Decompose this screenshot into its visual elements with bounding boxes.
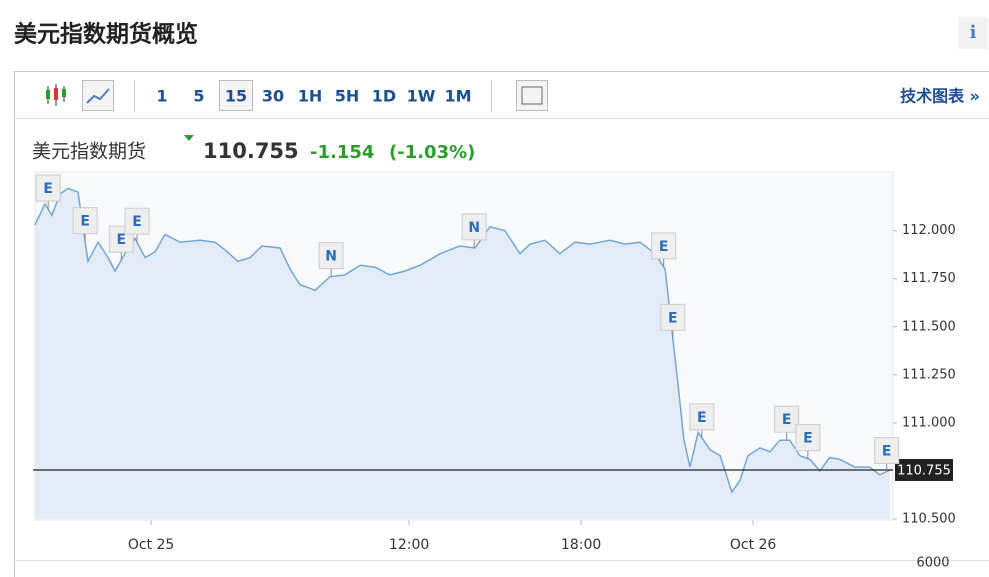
- price: 110.755: [203, 139, 299, 163]
- event-label: E: [782, 412, 792, 428]
- y-tick-label: 112.000: [902, 223, 956, 238]
- interval-button[interactable]: 1: [156, 87, 167, 106]
- interval-button[interactable]: 1D: [372, 87, 396, 106]
- event-label: E: [803, 431, 813, 447]
- candle-icon[interactable]: [46, 84, 66, 106]
- event-label: E: [132, 214, 142, 230]
- interval-button[interactable]: 15: [225, 87, 247, 106]
- info-button[interactable]: [958, 17, 988, 49]
- event-flag[interactable]: [689, 403, 715, 431]
- event-label: N: [468, 220, 480, 236]
- event-flag[interactable]: [795, 424, 821, 452]
- down-arrow: [184, 135, 194, 141]
- interval-button[interactable]: 1H: [298, 87, 323, 106]
- event-label: N: [325, 249, 337, 265]
- volume-tick-label: 6000: [916, 556, 949, 571]
- y-tick-label: 110.500: [902, 512, 956, 527]
- page-title: 美元指数期货概览: [14, 21, 198, 48]
- tech-chart-link[interactable]: 技术图表 »: [900, 87, 980, 106]
- event-flag[interactable]: [651, 232, 677, 260]
- event-label: E: [116, 232, 126, 248]
- change-pct: (-1.03%): [389, 142, 475, 163]
- event-flag[interactable]: [774, 405, 800, 433]
- event-label: E: [80, 214, 90, 230]
- line-icon[interactable]: [82, 80, 114, 111]
- interval-button[interactable]: 5: [193, 87, 204, 106]
- area-fill: [35, 188, 890, 519]
- x-tick-label: Oct 25: [128, 537, 174, 553]
- last-price-label: 110.755: [897, 463, 951, 478]
- interval-button[interactable]: 30: [262, 87, 284, 106]
- y-tick-label: 111.750: [902, 271, 956, 286]
- event-label: E: [882, 443, 892, 459]
- event-flag[interactable]: [318, 242, 344, 270]
- interval-button[interactable]: 1M: [444, 87, 471, 106]
- y-tick-label: 111.000: [902, 415, 956, 430]
- info-icon[interactable]: i: [970, 22, 977, 43]
- event-flag[interactable]: [124, 207, 150, 235]
- layout-icon-glyph: [521, 86, 543, 105]
- event-label: E: [668, 310, 678, 326]
- change: -1.154: [310, 142, 374, 163]
- event-flag[interactable]: [461, 213, 487, 241]
- event-flag[interactable]: [660, 303, 686, 331]
- active-interval: [219, 80, 253, 111]
- y-tick-label: 111.250: [902, 367, 956, 382]
- line-icon-glyph: [86, 88, 110, 104]
- event-flag[interactable]: [72, 207, 98, 235]
- interval-button[interactable]: 1W: [407, 87, 436, 106]
- instrument-name: 美元指数期货: [32, 141, 146, 163]
- layout-icon[interactable]: [516, 80, 548, 111]
- x-tick-label: 18:00: [561, 537, 601, 553]
- event-flag[interactable]: [108, 225, 134, 253]
- last-price-box: [895, 458, 953, 481]
- event-flag[interactable]: [874, 436, 900, 464]
- y-tick-label: 111.500: [902, 319, 956, 334]
- panel: [14, 71, 989, 577]
- interval-button[interactable]: 5H: [335, 87, 360, 106]
- event-flag[interactable]: [35, 174, 61, 202]
- x-tick-label: 12:00: [389, 537, 429, 553]
- event-label: E: [659, 239, 669, 255]
- event-label: E: [43, 181, 53, 197]
- x-tick-label: Oct 26: [730, 537, 777, 553]
- event-label: E: [697, 410, 707, 426]
